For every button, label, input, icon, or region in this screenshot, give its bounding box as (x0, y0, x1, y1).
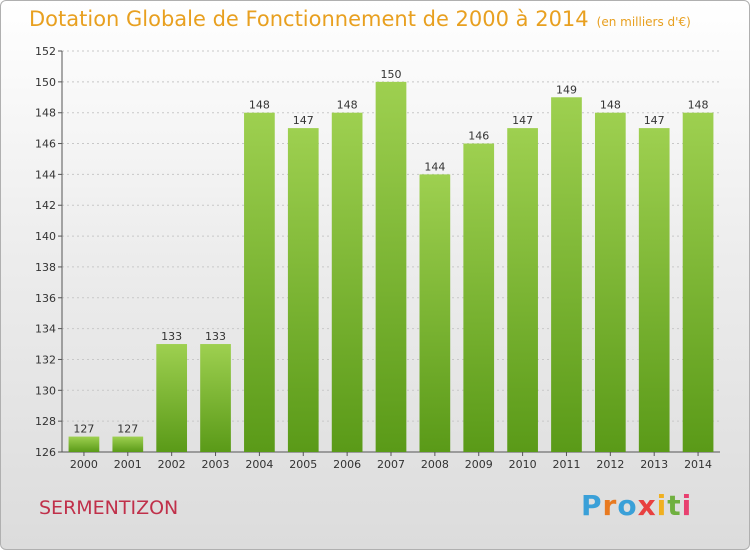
y-tick-label: 138 (35, 261, 56, 274)
y-tick-label: 152 (35, 45, 56, 58)
bar (507, 128, 538, 452)
bar-value-label: 147 (644, 114, 665, 127)
bar (594, 112, 626, 452)
bar (287, 128, 319, 452)
bar (200, 344, 231, 452)
bar-value-label: 148 (249, 99, 270, 112)
bar-value-label: 150 (381, 68, 402, 81)
proxiti-logo: Proxiti (581, 489, 693, 522)
y-tick-label: 150 (35, 76, 56, 89)
bar (244, 112, 275, 452)
x-tick-label: 2002 (158, 458, 186, 471)
bar-value-label: 148 (688, 99, 709, 112)
chart-title-text: Dotation Globale de Fonctionnement de 20… (29, 7, 589, 31)
x-tick-label: 2008 (421, 458, 449, 471)
y-tick-label: 146 (35, 138, 56, 151)
y-tick-label: 136 (35, 292, 56, 305)
y-tick-label: 134 (35, 323, 56, 336)
bar-value-label: 147 (512, 114, 533, 127)
bar-value-label: 133 (205, 330, 226, 343)
y-tick-label: 126 (35, 446, 56, 459)
bar-value-label: 146 (468, 130, 489, 143)
x-tick-label: 2005 (289, 458, 317, 471)
bar (331, 112, 363, 452)
bar-value-label: 127 (117, 423, 138, 436)
bar (638, 128, 670, 452)
x-tick-label: 2014 (684, 458, 712, 471)
bar-value-label: 127 (73, 423, 94, 436)
x-tick-label: 2012 (596, 458, 624, 471)
y-tick-label: 144 (35, 168, 56, 181)
bar (68, 436, 100, 452)
commune-name: SERMENTIZON (39, 497, 179, 519)
x-tick-label: 2003 (202, 458, 230, 471)
y-tick-label: 148 (35, 107, 56, 120)
x-tick-label: 2011 (552, 458, 580, 471)
x-tick-label: 2013 (640, 458, 668, 471)
bar (375, 81, 407, 452)
x-tick-label: 2009 (465, 458, 493, 471)
chart-unit: (en milliers d'€) (596, 15, 691, 29)
bar (551, 97, 582, 453)
x-tick-label: 2001 (114, 458, 142, 471)
x-tick-label: 2000 (70, 458, 98, 471)
x-tick-label: 2007 (377, 458, 405, 471)
bar (682, 112, 714, 452)
bar-value-label: 147 (293, 114, 314, 127)
bar-value-label: 148 (337, 99, 358, 112)
bar-value-label: 148 (600, 99, 621, 112)
y-tick-label: 128 (35, 415, 56, 428)
chart-title: Dotation Globale de Fonctionnement de 20… (29, 7, 691, 31)
x-tick-label: 2006 (333, 458, 361, 471)
bar (463, 143, 495, 453)
bar (419, 174, 451, 452)
y-tick-label: 132 (35, 353, 56, 366)
bar-value-label: 149 (556, 83, 577, 96)
y-tick-label: 142 (35, 199, 56, 212)
bar-value-label: 144 (424, 160, 445, 173)
x-tick-label: 2004 (245, 458, 273, 471)
bar-value-label: 133 (161, 330, 182, 343)
bar (112, 436, 144, 452)
y-tick-label: 130 (35, 384, 56, 397)
y-tick-label: 140 (35, 230, 56, 243)
bar (156, 344, 188, 452)
x-tick-label: 2010 (509, 458, 537, 471)
